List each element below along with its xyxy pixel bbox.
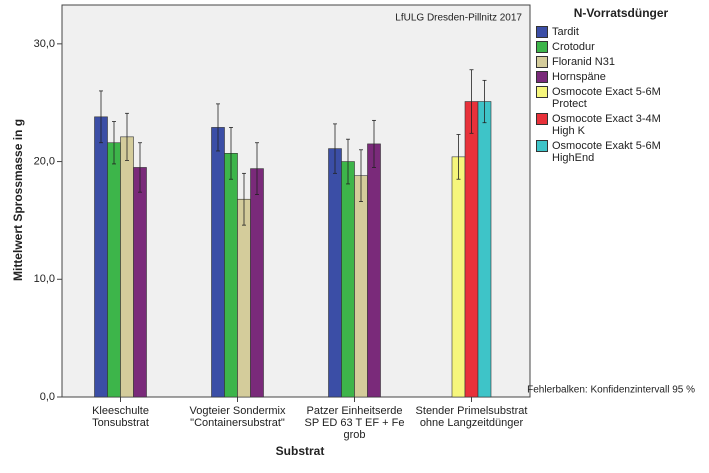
legend-swatch — [536, 140, 548, 152]
error-bar — [255, 142, 259, 195]
error-bar — [333, 123, 337, 174]
legend-label: Osmocote Exact 5-6M Protect — [552, 86, 661, 110]
legend-item: Tardit — [536, 26, 706, 38]
legend-swatch — [536, 26, 548, 38]
y-axis-label: Mittelwert Sprossmasse in g — [11, 119, 25, 281]
bar — [120, 136, 134, 398]
annotation: Fehlerbalken: Konfidenzintervall 95 % — [527, 385, 695, 396]
bar — [224, 153, 238, 398]
x-tick-label: Patzer Einheitserde SP ED 63 T EF + Fe g… — [304, 405, 405, 441]
y-tick-label: 10,0 — [34, 273, 55, 285]
legend-item: Crotodur — [536, 41, 706, 53]
legend-label: Hornspäne — [552, 71, 606, 83]
annotation: LfULG Dresden-Pillnitz 2017 — [395, 13, 522, 24]
legend-label: Tardit — [552, 26, 579, 38]
bar — [211, 127, 225, 398]
error-bar — [138, 142, 142, 193]
legend-label: Floranid N31 — [552, 56, 615, 68]
bar — [94, 116, 108, 398]
legend-item: Floranid N31 — [536, 56, 706, 68]
legend-item: Osmocote Exact 3-4M High K — [536, 113, 706, 137]
legend-label: Crotodur — [552, 41, 595, 53]
legend-item: Osmocote Exact 5-6M Protect — [536, 86, 706, 110]
legend-swatch — [536, 71, 548, 83]
error-bar — [359, 149, 363, 202]
bar — [107, 142, 121, 398]
legend-swatch — [536, 56, 548, 68]
bar — [367, 143, 381, 398]
legend-swatch — [536, 113, 548, 125]
error-bar — [125, 112, 129, 161]
y-tick-label: 20,0 — [34, 155, 55, 167]
bar — [477, 101, 492, 398]
bar — [237, 198, 251, 398]
bar — [464, 101, 479, 398]
error-bar — [372, 119, 376, 168]
x-tick-label: Vogteier Sondermix "Containersubstrat" — [189, 405, 286, 429]
legend-swatch — [536, 86, 548, 98]
bar — [341, 161, 355, 398]
error-bar — [456, 134, 461, 180]
x-axis-label: Substrat — [276, 444, 325, 458]
bar — [328, 148, 342, 398]
bar — [354, 175, 368, 398]
bar — [451, 156, 466, 398]
legend-swatch — [536, 41, 548, 53]
error-bar — [229, 127, 233, 180]
error-bar — [242, 172, 246, 226]
x-tick-label: Stender Primelsubstrat ohne Langzeitdüng… — [415, 405, 528, 429]
error-bar — [469, 69, 474, 134]
y-tick-label: 0,0 — [40, 391, 55, 403]
legend: N-Vorratsdünger Tardit Crotodur Floranid N… — [536, 6, 706, 167]
bar — [133, 167, 147, 398]
legend-item: Osmocote Exakt 5-6M HighEnd — [536, 140, 706, 164]
error-bar — [112, 121, 116, 165]
legend-label: Osmocote Exakt 5-6M HighEnd — [552, 140, 661, 164]
bar — [250, 168, 264, 398]
error-bar — [99, 90, 103, 144]
error-bar — [216, 103, 220, 152]
legend-item: Hornspäne — [536, 71, 706, 83]
error-bar — [482, 79, 487, 124]
x-tick-label: Kleeschulte Tonsubstrat — [92, 405, 149, 429]
legend-title: N-Vorratsdünger — [573, 6, 669, 20]
y-tick-label: 30,0 — [34, 38, 55, 50]
error-bar — [346, 138, 350, 185]
legend-label: Osmocote Exact 3-4M High K — [552, 113, 661, 137]
